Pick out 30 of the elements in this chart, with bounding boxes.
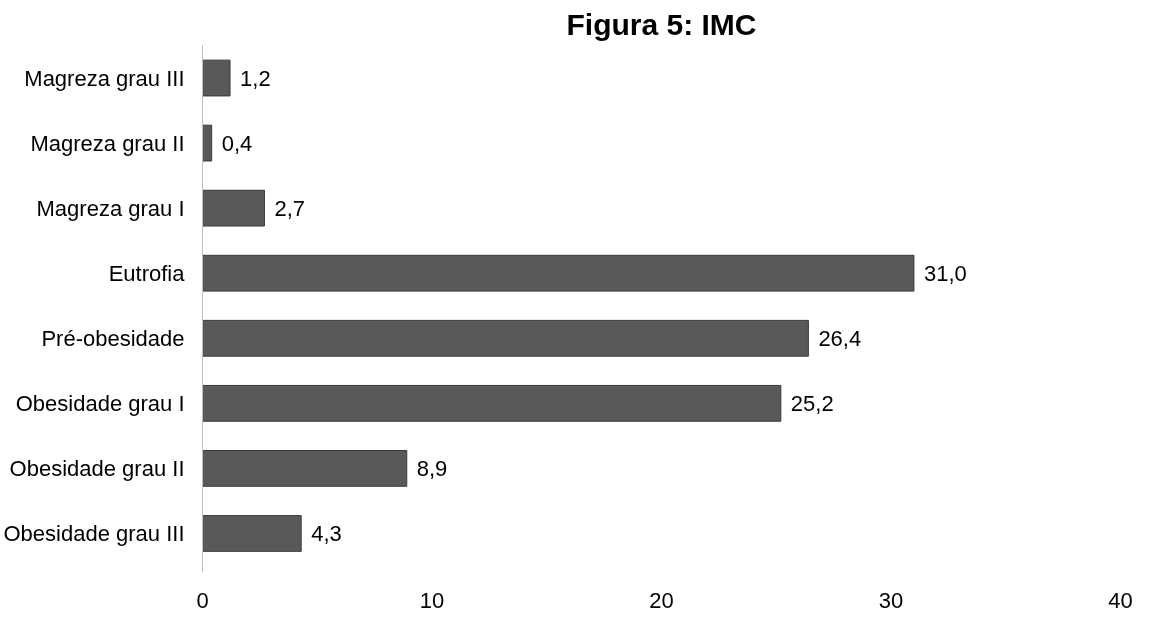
data-label: 25,2 <box>790 390 834 416</box>
x-tick-label: 10 <box>419 587 445 613</box>
data-label: 4,3 <box>311 520 342 546</box>
chart-title: Figura 5: IMC <box>566 7 757 41</box>
data-label: 8,9 <box>416 455 448 481</box>
bar <box>202 124 213 162</box>
bar <box>202 319 809 357</box>
x-tick-label: 0 <box>196 587 209 613</box>
y-tick-label: Obesidade grau II <box>9 455 185 481</box>
data-label: 2,7 <box>274 195 306 221</box>
y-tick-label: Obesidade grau I <box>15 390 185 416</box>
data-label: 31,0 <box>923 260 967 286</box>
y-tick-label: Pré-obesidade <box>41 325 185 351</box>
y-tick-label: Eutrofia <box>108 260 186 286</box>
bar <box>202 515 302 552</box>
y-tick-label: Magreza grau II <box>30 130 185 156</box>
x-tick-label: 20 <box>649 587 674 613</box>
data-label: 26,4 <box>818 325 862 351</box>
bar <box>202 384 782 422</box>
bar <box>202 59 231 97</box>
y-tick-label: Obesidade grau III <box>3 520 185 546</box>
data-label: 0,4 <box>221 130 253 156</box>
y-tick-label: Magreza grau I <box>36 195 185 221</box>
x-tick-label: 30 <box>878 587 904 613</box>
y-tick-label: Magreza grau III <box>24 65 185 91</box>
x-tick-label: 40 <box>1108 587 1133 613</box>
data-label: 1,2 <box>240 65 271 91</box>
bar <box>202 254 915 292</box>
bar <box>202 189 265 227</box>
bar <box>202 450 408 487</box>
